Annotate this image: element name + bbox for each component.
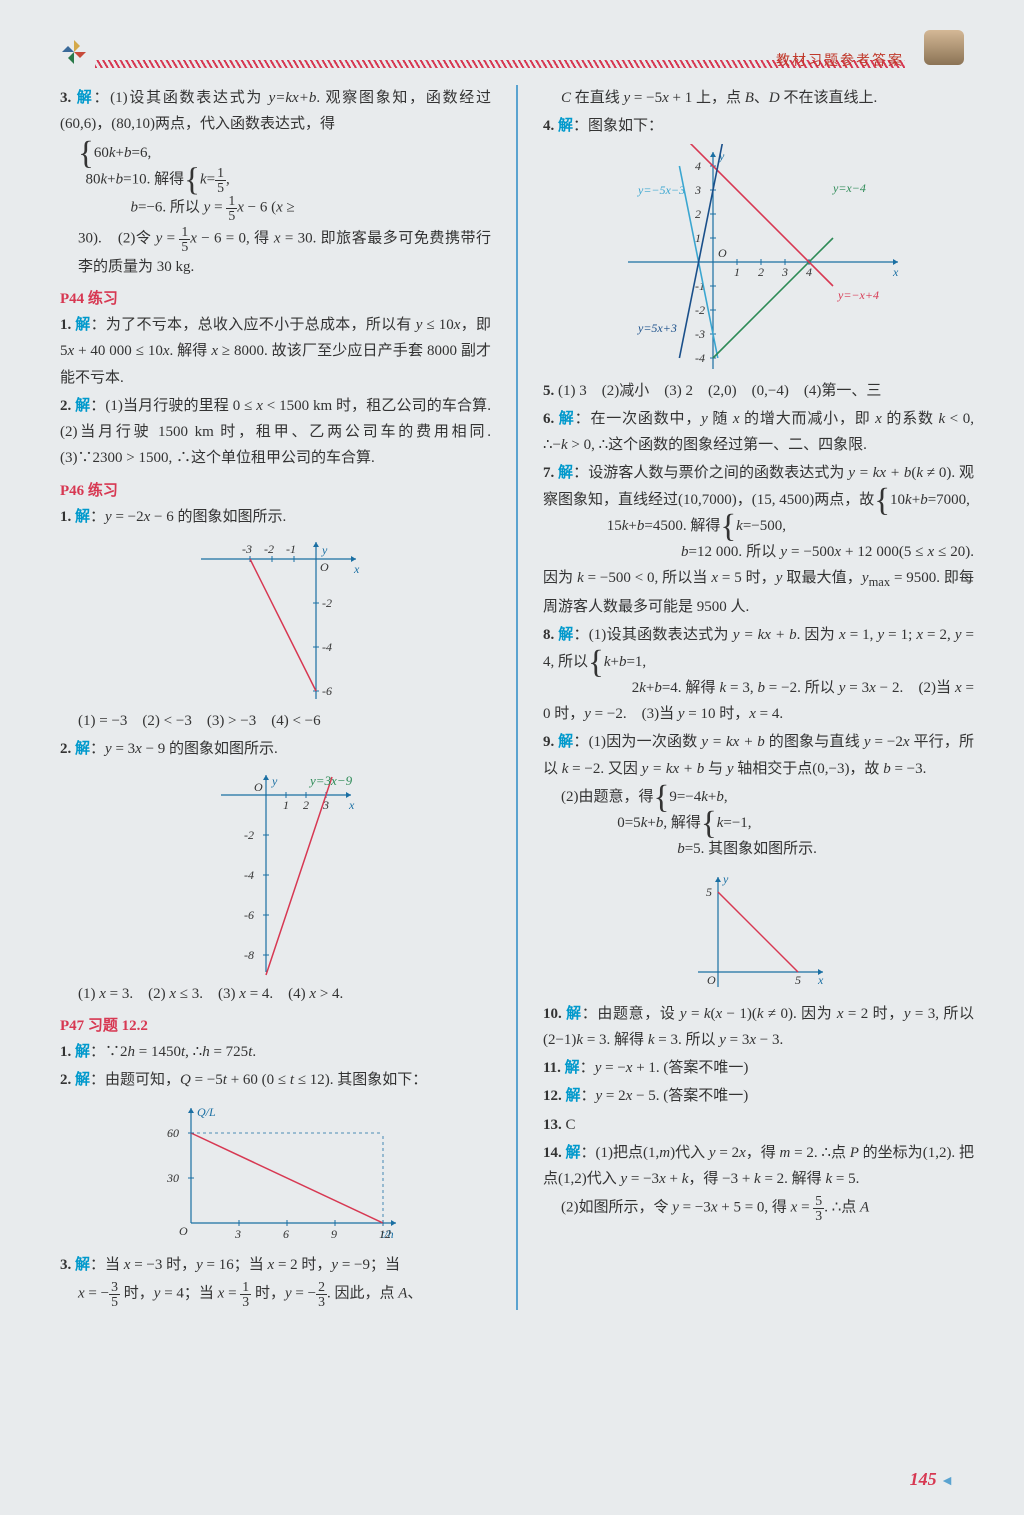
q9-graph: y x O 5 5 [683,867,833,997]
p46-q1-graph: y x O -3 -2 -1 -2 -4 -6 [181,534,371,704]
q4-intro: 4. 解：图象如下： [543,113,974,139]
q11: 11. 解：y = −x + 1. (答案不唯一) [543,1055,974,1081]
svg-text:y=5x+3: y=5x+3 [637,321,677,335]
svg-text:-4: -4 [322,640,332,654]
svg-text:-3: -3 [242,542,252,556]
svg-text:-3: -3 [695,327,705,341]
p46-q2-ans: (1) x = 3. (2) x ≤ 3. (3) x = 4. (4) x >… [60,981,491,1007]
svg-text:-2: -2 [322,596,332,610]
svg-text:3: 3 [234,1227,241,1241]
svg-text:2: 2 [695,207,701,221]
q14b: (2)如图所示，令 y = −3x + 5 = 0, 得 x = 53. ∴点 … [543,1194,974,1223]
svg-text:3: 3 [781,265,788,279]
p47-q1: 1. 解：∵2h = 1450t, ∴h = 725t. [60,1039,491,1065]
q9b: (2)由题意，得{9=−4k+b, 0=5k+b, 解得{k=−1, b=5. … [543,784,974,863]
p46-q2-intro: 2. 解：y = 3x − 9 的图象如图所示. [60,736,491,762]
svg-text:1: 1 [734,265,740,279]
svg-text:y: y [271,774,278,788]
p44-q1: 1. 解：为了不亏本，总收入应不小于总成本，所以有 y ≤ 10x，即 5x +… [60,312,491,391]
svg-text:O: O [320,560,329,574]
svg-text:y: y [722,872,729,886]
page-header-title: 教材习题参考答案 [776,50,904,70]
svg-text:-1: -1 [286,542,296,556]
svg-text:-2: -2 [244,828,254,842]
section-p46: P46 练习 [60,478,491,504]
svg-text:2: 2 [758,265,764,279]
p44-q2: 2. 解：(1)当月行驶的里程 0 ≤ x < 1500 km 时，租乙公司的车… [60,393,491,472]
svg-text:-2: -2 [264,542,274,556]
svg-text:y=3x−9: y=3x−9 [308,773,353,788]
q5: 5. (1) 3 (2)减小 (3) 2 (2,0) (0,−4) (4)第一、… [543,378,974,404]
svg-text:Q/L: Q/L [197,1105,216,1119]
two-column-layout: 3. 解：(1)设其函数表达式为 y=kx+b. 观察图象知，函数经过(60,6… [60,85,974,1310]
section-p47: P47 习题 12.2 [60,1013,491,1039]
p47-q2-graph: Q/Lt/hO369123060 [146,1098,406,1248]
p46-q1-ans: (1) = −3 (2) < −3 (3) > −3 (4) < −6 [60,708,491,734]
svg-text:y: y [321,543,328,557]
svg-text:O: O [707,973,716,987]
cont-line: C 在直线 y = −5x + 1 上，点 B、D 不在该直线上. [543,85,974,111]
svg-text:6: 6 [283,1227,289,1241]
svg-text:-4: -4 [244,868,254,882]
svg-text:O: O [718,246,727,260]
left-column: 3. 解：(1)设其函数表达式为 y=kx+b. 观察图象知，函数经过(60,6… [60,85,491,1310]
svg-text:y=x−4: y=x−4 [832,181,866,195]
svg-text:O: O [179,1224,188,1238]
svg-text:9: 9 [331,1227,337,1241]
q4-graph: yxO1234-4-3-2-11234y=−5x−3y=x−4y=−x+4y=5… [608,144,908,374]
q14: 14. 解：(1)把点(1,m)代入 y = 2x，得 m = 2. ∴点 P … [543,1140,974,1193]
column-divider [516,85,518,1310]
svg-text:3: 3 [694,183,701,197]
svg-text:1: 1 [283,798,289,812]
svg-text:1: 1 [695,231,701,245]
svg-text:x: x [892,265,899,279]
svg-text:x: x [353,562,360,576]
svg-text:O: O [254,780,263,794]
svg-text:-6: -6 [244,908,254,922]
p47-q3: 3. 解：当 x = −3 时，y = 16；当 x = 2 时，y = −9；… [60,1252,491,1278]
q3-cont: 30). (2)令 y = 15x − 6 = 0, 得 x = 30. 即旅客… [60,225,491,280]
svg-text:-4: -4 [695,351,705,365]
svg-text:60: 60 [167,1126,179,1140]
svg-text:y=−5x−3: y=−5x−3 [637,183,685,197]
q9: 9. 解：(1)因为一次函数 y = kx + b 的图象与直线 y = −2x… [543,729,974,782]
corner-illustration [924,30,964,65]
svg-text:x: x [348,798,355,812]
p47-q2-intro: 2. 解：由题可知，Q = −5t + 60 (0 ≤ t ≤ 12). 其图象… [60,1067,491,1093]
q8: 8. 解：(1)设其函数表达式为 y = kx + b. 因为 x = 1, y… [543,622,974,727]
q7: 7. 解：设游客人数与票价之间的函数表达式为 y = kx + b(k ≠ 0)… [543,460,974,620]
svg-text:-6: -6 [322,684,332,698]
q10: 10. 解：由题意，设 y = k(x − 1)(k ≠ 0). 因为 x = … [543,1001,974,1054]
page-number: 145 [910,1469,954,1490]
section-p44: P44 练习 [60,286,491,312]
q12: 12. 解：y = 2x − 5. (答案不唯一) [543,1083,974,1109]
svg-text:4: 4 [806,265,812,279]
p47-q3b: x = −35 时，y = 4；当 x = 13 时，y = −23. 因此，点… [60,1280,491,1309]
svg-text:5: 5 [795,973,801,987]
svg-text:30: 30 [166,1171,179,1185]
q6: 6. 解：在一次函数中，y 随 x 的增大而减小，即 x 的系数 k < 0, … [543,406,974,459]
svg-text:-2: -2 [695,303,705,317]
right-column: C 在直线 y = −5x + 1 上，点 B、D 不在该直线上. 4. 解：图… [543,85,974,1310]
p46-q2-graph: yxO123-2-4-6-8y=3x−9 [191,767,361,977]
svg-text:5: 5 [706,885,712,899]
svg-text:y=−x+4: y=−x+4 [837,288,879,302]
q3-equation: {60k+b=6, 80k+b=10. 解得{k=15, b=−6. 所以 y … [60,140,491,223]
svg-text:-8: -8 [244,948,254,962]
svg-text:2: 2 [303,798,309,812]
q3-text: 3. 解：(1)设其函数表达式为 y=kx+b. 观察图象知，函数经过(60,6… [60,85,491,138]
svg-text:12: 12 [379,1227,391,1241]
svg-text:x: x [817,973,824,987]
svg-text:4: 4 [695,159,701,173]
p46-q1-intro: 1. 解：y = −2x − 6 的图象如图所示. [60,504,491,530]
q13: 13. C [543,1112,974,1138]
pinwheel-icon [60,38,88,66]
